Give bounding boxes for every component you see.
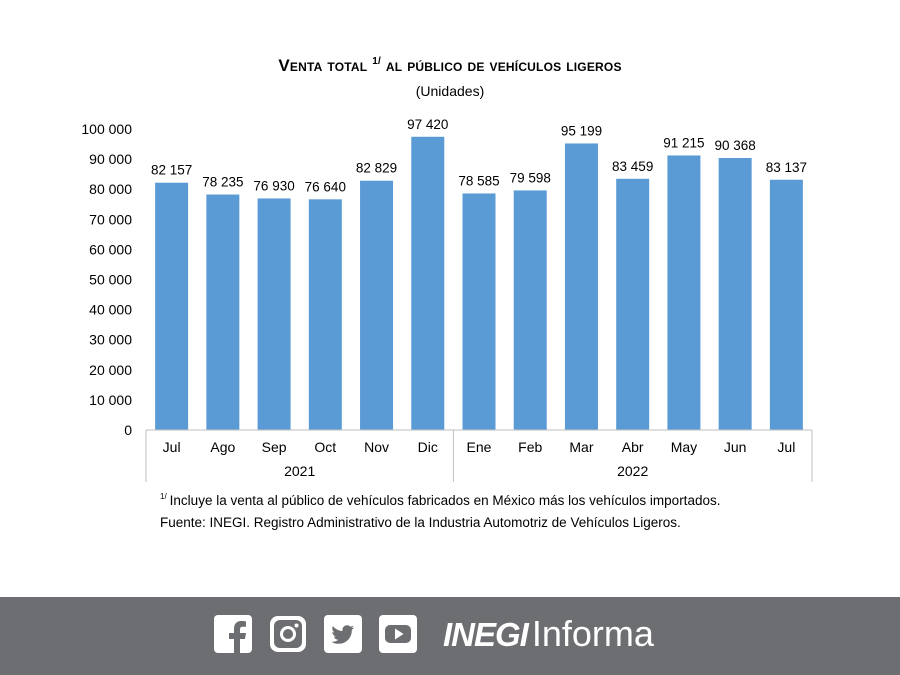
y-tick-label: 20 000	[89, 362, 132, 378]
data-label: 76 640	[305, 179, 346, 194]
footnote-text: Incluye la venta al público de vehículos…	[169, 493, 721, 508]
bar	[155, 182, 189, 430]
data-label: 79 598	[510, 170, 551, 185]
x-tick-label: May	[671, 439, 697, 455]
y-tick-label: 10 000	[89, 392, 132, 408]
footer-bar: INEGI Informa	[0, 597, 900, 675]
chart-title-rest: al público de vehículos ligeros	[380, 56, 622, 75]
y-tick-label: 0	[124, 422, 132, 438]
data-label: 95 199	[561, 123, 602, 138]
footnote-mark: 1/	[160, 492, 167, 501]
bar	[308, 199, 342, 430]
y-tick-label: 50 000	[89, 272, 132, 288]
bar	[718, 157, 752, 431]
x-tick-label: Jul	[777, 439, 795, 455]
y-tick-label: 30 000	[89, 332, 132, 348]
y-tick-label: 80 000	[89, 181, 132, 197]
y-tick-label: 70 000	[89, 211, 132, 227]
bar	[769, 179, 803, 430]
data-label: 78 235	[202, 175, 243, 190]
data-label: 76 930	[253, 178, 294, 193]
bar	[513, 190, 547, 430]
data-label: 83 459	[612, 159, 653, 174]
inegi-informa-logo[interactable]: INEGI Informa	[443, 612, 654, 664]
x-tick-label: Abr	[622, 439, 644, 455]
chart-subtitle: (Unidades)	[415, 83, 485, 99]
chart-title-superscript: 1/	[372, 56, 381, 67]
brand-bold: INEGI	[443, 616, 529, 653]
bar	[667, 155, 701, 430]
y-tick-label: 100 000	[81, 121, 132, 137]
bar	[462, 193, 496, 430]
y-tick-label: 40 000	[89, 302, 132, 318]
facebook-icon[interactable]	[214, 615, 252, 653]
bar	[257, 198, 291, 430]
data-label: 83 137	[766, 160, 807, 175]
data-label: 90 368	[715, 138, 756, 153]
instagram-icon[interactable]	[269, 615, 307, 653]
data-label: 82 829	[356, 161, 397, 176]
y-tick-label: 60 000	[89, 241, 132, 257]
year-label: 2021	[284, 463, 315, 479]
y-tick-label: 90 000	[89, 151, 132, 167]
x-tick-label: Dic	[418, 439, 438, 455]
x-tick-label: Ene	[467, 439, 492, 455]
bar	[616, 178, 650, 430]
bar-chart: 0 10 000 20 000 30 000 40 000 50 000 60 000 70 …	[81, 117, 813, 482]
footnote: 1/Incluye la venta al público de vehícul…	[160, 492, 720, 508]
bar	[206, 194, 240, 430]
x-tick-label: Jun	[724, 439, 747, 455]
x-tick-label: Sep	[262, 439, 287, 455]
data-label: 82 157	[151, 163, 192, 178]
x-tick-label: Nov	[364, 439, 389, 455]
x-tick-label: Ago	[210, 439, 235, 455]
bar	[360, 180, 394, 430]
bar	[411, 136, 445, 430]
source-note: Fuente: INEGI. Registro Administrativo d…	[160, 515, 681, 530]
data-label: 97 420	[407, 117, 448, 132]
year-label: 2022	[617, 463, 648, 479]
x-tick-label: Mar	[569, 439, 593, 455]
x-tick-label: Feb	[518, 439, 542, 455]
chart-title: Venta total 1/ al público de vehículos l…	[0, 56, 900, 76]
x-tick-label: Oct	[314, 439, 336, 455]
data-label: 78 585	[458, 173, 499, 188]
chart-title-main: Venta total	[278, 56, 368, 75]
data-label: 91 215	[663, 135, 704, 150]
bar	[564, 143, 598, 431]
twitter-icon[interactable]	[324, 615, 362, 653]
x-tick-label: Jul	[163, 439, 181, 455]
youtube-icon[interactable]	[379, 615, 417, 653]
brand-light: Informa	[531, 613, 654, 654]
